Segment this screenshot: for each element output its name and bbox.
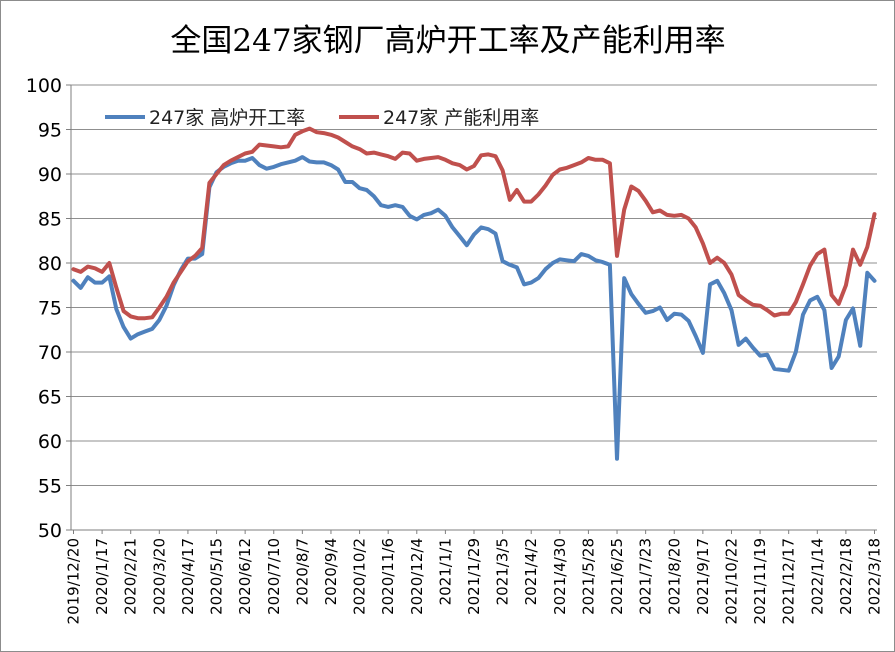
x-tick-label: 2020/9/4	[322, 538, 340, 605]
y-tick-label: 80	[38, 253, 62, 275]
legend: 247家 高炉开工率 247家 产能利用率	[105, 107, 539, 129]
y-tick-label: 100	[26, 75, 62, 97]
x-tick-label: 2020/2/21	[122, 538, 140, 615]
y-tick-label: 70	[38, 342, 62, 364]
x-tick-label: 2020/12/4	[408, 538, 426, 615]
y-tick-label: 85	[38, 209, 62, 231]
x-tick-label: 2021/1/29	[465, 538, 483, 615]
y-tick-label: 90	[38, 164, 62, 186]
x-tick-label: 2020/8/7	[293, 538, 311, 605]
y-tick-label: 50	[38, 520, 62, 542]
x-tick-label: 2020/1/17	[93, 538, 111, 615]
legend-label-2: 247家 产能利用率	[383, 107, 539, 129]
x-tick-label: 2021/12/17	[780, 538, 798, 624]
x-tick-label: 2020/10/2	[351, 538, 369, 615]
x-tick-label: 2021/5/28	[579, 538, 597, 615]
x-tick-label: 2021/3/5	[494, 538, 512, 605]
axes: 50 55 60 65 70 75 80 85 90 95 100 2019/12/20 2020/1/…	[26, 75, 884, 624]
x-tick-label: 2020/3/20	[150, 538, 168, 615]
x-tick-label: 2019/12/20	[65, 538, 83, 624]
x-tick-label: 2022/2/18	[837, 538, 855, 615]
x-tick-label: 2021/9/17	[694, 538, 712, 615]
y-tick-label: 95	[38, 120, 62, 142]
x-tick-label: 2021/11/19	[751, 538, 769, 624]
x-tick-label: 2021/1/1	[436, 538, 454, 605]
y-tick-label: 75	[38, 298, 62, 320]
gridlines	[71, 84, 877, 486]
x-tick-label: 2021/7/23	[637, 538, 655, 615]
chart-title: 全国247家钢厂高炉开工率及产能利用率	[170, 23, 725, 59]
x-tick-label: 2020/4/17	[179, 538, 197, 615]
legend-label-1: 247家 高炉开工率	[149, 107, 305, 129]
series-lines	[71, 126, 877, 461]
x-tick-label: 2021/8/20	[665, 538, 683, 615]
x-tick-label: 2021/6/25	[608, 538, 626, 615]
x-tick-label: 2020/11/6	[379, 538, 397, 615]
x-tick-label: 2021/10/22	[722, 538, 740, 624]
x-tick-label: 2020/7/10	[265, 538, 283, 615]
x-tick-label: 2021/4/2	[522, 538, 540, 605]
x-tick-label: 2022/3/18	[866, 538, 884, 615]
series-line-2	[71, 126, 877, 321]
x-tick-label: 2021/4/30	[551, 538, 569, 615]
y-tick-label: 60	[38, 431, 62, 453]
x-tick-label: 2020/5/15	[208, 538, 226, 615]
y-tick-label: 65	[38, 387, 62, 409]
x-tick-label: 2020/6/12	[236, 538, 254, 615]
x-tick-label: 2022/1/14	[808, 538, 826, 615]
y-tick-label: 55	[38, 476, 62, 498]
